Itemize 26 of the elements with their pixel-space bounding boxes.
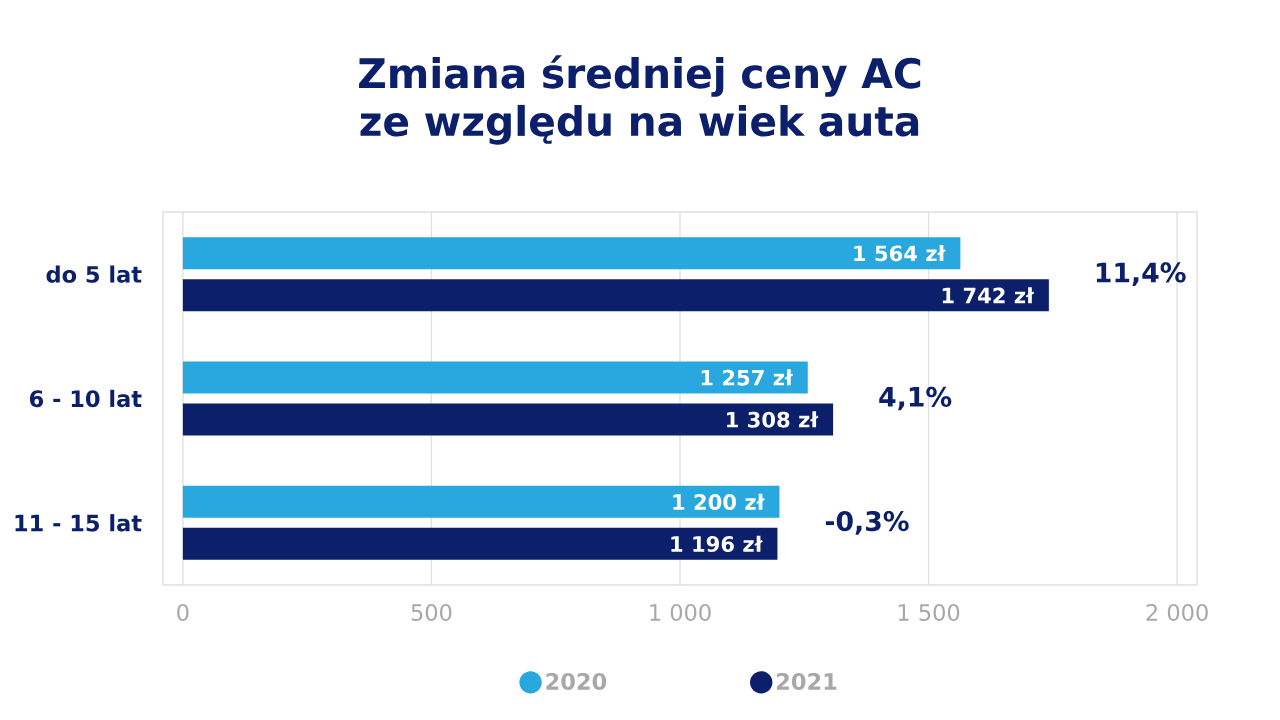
- annotation: 4,1%: [879, 386, 952, 411]
- data-label: 1 257 zł: [701, 369, 794, 386]
- x-tick-label: 2 000: [1146, 603, 1208, 621]
- data-label: 1 742 zł: [942, 287, 1035, 304]
- x-tick-label: 0: [177, 603, 189, 621]
- x-tick-label: 1 500: [898, 603, 960, 621]
- data-label: 1 200 zł: [673, 493, 765, 510]
- data-label: 1 196 zł: [671, 535, 763, 552]
- legend-label: 2020: [546, 672, 607, 690]
- bar: [182, 279, 1049, 312]
- bar: [182, 403, 834, 436]
- annotation: 11,4%: [1096, 262, 1186, 286]
- x-tick-label: 500: [411, 603, 452, 621]
- bar: [182, 361, 808, 394]
- annotation: -0,3%: [825, 511, 909, 535]
- data-label: 1 564 zł: [854, 245, 946, 262]
- y-tick-label: 11 - 15 lat: [15, 514, 142, 532]
- bar: [182, 485, 780, 518]
- y-tick-label: do 5 lat: [46, 265, 142, 283]
- legend-label: 2021: [777, 672, 837, 690]
- y-tick-label: 6 - 10 lat: [30, 389, 142, 408]
- x-tick-label: 1 000: [650, 603, 711, 621]
- bar: [182, 237, 961, 270]
- data-label: 1 308 zł: [727, 411, 819, 428]
- chart-title: Zmiana średniej ceny AC ze względu na wiek auta: [359, 55, 921, 145]
- bar: [182, 527, 778, 560]
